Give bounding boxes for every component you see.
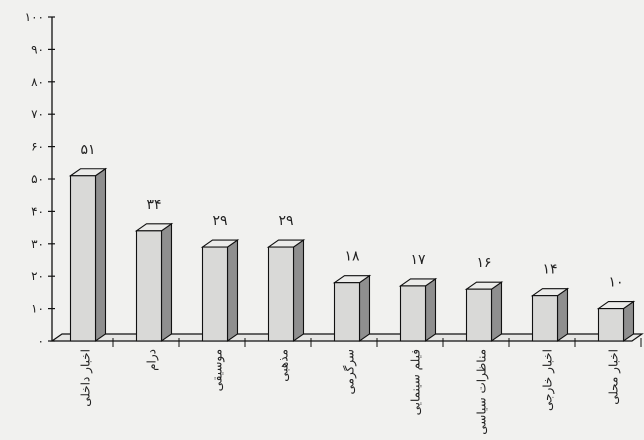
bar: [201, 246, 229, 342]
bar: [465, 288, 493, 342]
y-tick-label: ۱۰: [31, 302, 44, 316]
bar: [399, 285, 427, 342]
y-tick-label: ۰: [38, 334, 44, 348]
category-label: فیلم سینمایی: [409, 349, 423, 415]
bar-side: [226, 238, 239, 343]
labels: ۵۱ اخبار داخلی ۳۴ درام ۲۹ موسیقی ۲۹ مذهبی ۱۸ سرگر…: [79, 142, 624, 435]
data-label: ۱۶: [476, 255, 491, 271]
data-label: ۱۸: [344, 249, 360, 265]
bar-side: [424, 277, 437, 343]
bars: [68, 167, 636, 343]
category-label: اخبار محلی: [607, 349, 622, 405]
bar: [597, 308, 625, 342]
data-label: ۲۹: [278, 213, 293, 229]
bar-side: [556, 287, 569, 343]
bar: [135, 230, 163, 342]
category-label: مذهبی: [277, 349, 291, 382]
category-label: مناظرات سیاسی: [475, 349, 490, 435]
y-tick-label: ۱۰۰: [25, 10, 44, 24]
data-label: ۱۷: [410, 252, 426, 268]
data-label: ۳۴: [146, 197, 161, 213]
bar: [267, 246, 295, 342]
data-label: ۱۴: [542, 262, 557, 278]
bar-side: [94, 167, 107, 343]
data-label: ۲۹: [212, 213, 227, 229]
y-tick-label: ۵۰: [31, 172, 44, 186]
y-tick-label: ۴۰: [31, 204, 44, 218]
category-label: درام: [145, 349, 160, 371]
category-label: اخبار داخلی: [79, 349, 94, 407]
y-tick-label: ۷۰: [31, 107, 44, 121]
data-label: ۱۰: [608, 275, 623, 291]
data-label: ۵۱: [80, 142, 95, 158]
bar: [333, 282, 361, 342]
bar: [69, 175, 97, 342]
bar-side: [292, 238, 305, 343]
category-label: سرگرمی: [343, 349, 358, 394]
y-tick-label: ۶۰: [31, 140, 44, 154]
bar-side: [160, 222, 173, 343]
bar: [531, 295, 559, 342]
y-tick-label: ۹۰: [31, 42, 44, 56]
category-label: موسیقی: [211, 349, 226, 391]
y-tick-label: ۳۰: [31, 237, 44, 251]
y-tick-label: ۸۰: [31, 75, 44, 89]
bar-side: [490, 281, 503, 343]
bar-side: [358, 274, 371, 343]
category-label: اخبار خارجی: [541, 349, 556, 411]
y-tick-label: ۲۰: [31, 269, 44, 283]
